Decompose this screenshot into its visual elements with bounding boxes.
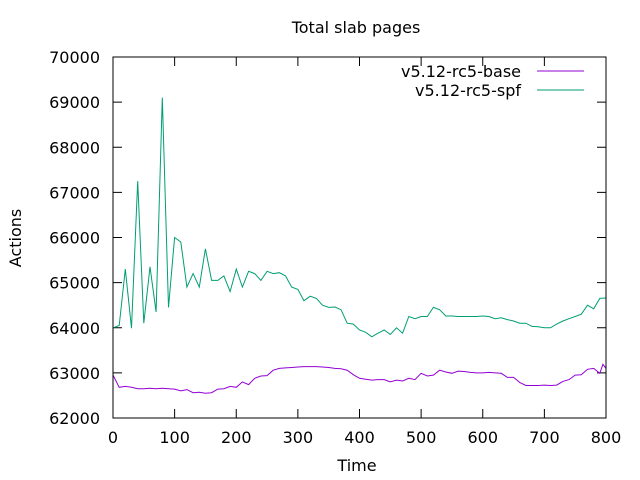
series-line-v5.12-rc5-spf bbox=[112, 97, 607, 338]
legend-label: v5.12-rc5-spf bbox=[415, 81, 521, 100]
y-tick-label: 68000 bbox=[49, 138, 100, 157]
plot-frame bbox=[112, 56, 607, 419]
y-axis-label: Actions bbox=[6, 209, 25, 267]
y-tick-label: 64000 bbox=[49, 319, 100, 338]
x-tick-label: 700 bbox=[529, 428, 560, 447]
x-tick-label: 0 bbox=[108, 428, 118, 447]
series-layer bbox=[112, 97, 607, 394]
x-tick-label: 500 bbox=[406, 428, 437, 447]
y-tick-label: 63000 bbox=[49, 364, 100, 383]
y-tick-label: 62000 bbox=[49, 409, 100, 428]
chart-title: Total slab pages bbox=[291, 18, 421, 37]
x-tick-label: 200 bbox=[221, 428, 252, 447]
axis-ticks: 62000 63000 64000 65000 66000 67000 68000 69000… bbox=[49, 48, 621, 447]
y-tick-label: 66000 bbox=[49, 229, 100, 248]
x-axis-label: Time bbox=[336, 456, 376, 475]
y-tick-label: 69000 bbox=[49, 93, 100, 112]
x-tick-label: 400 bbox=[344, 428, 375, 447]
x-tick-label: 800 bbox=[591, 428, 622, 447]
y-tick-label: 65000 bbox=[49, 274, 100, 293]
x-tick-label: 300 bbox=[283, 428, 314, 447]
legend-label: v5.12-rc5-base bbox=[401, 62, 521, 81]
series-line-v5.12-rc5-base bbox=[112, 363, 607, 394]
x-tick-label: 100 bbox=[159, 428, 190, 447]
y-tick-label: 70000 bbox=[49, 48, 100, 67]
x-tick-label: 600 bbox=[467, 428, 498, 447]
y-tick-label: 67000 bbox=[49, 183, 100, 202]
